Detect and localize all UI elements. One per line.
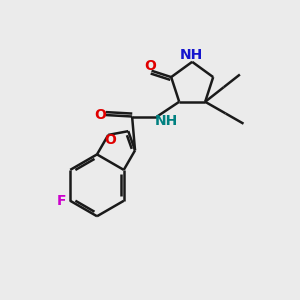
Text: NH: NH — [155, 114, 178, 128]
Text: O: O — [94, 108, 106, 122]
Text: NH: NH — [180, 48, 203, 62]
Text: O: O — [144, 59, 156, 73]
Text: O: O — [104, 133, 116, 147]
Text: F: F — [57, 194, 66, 208]
